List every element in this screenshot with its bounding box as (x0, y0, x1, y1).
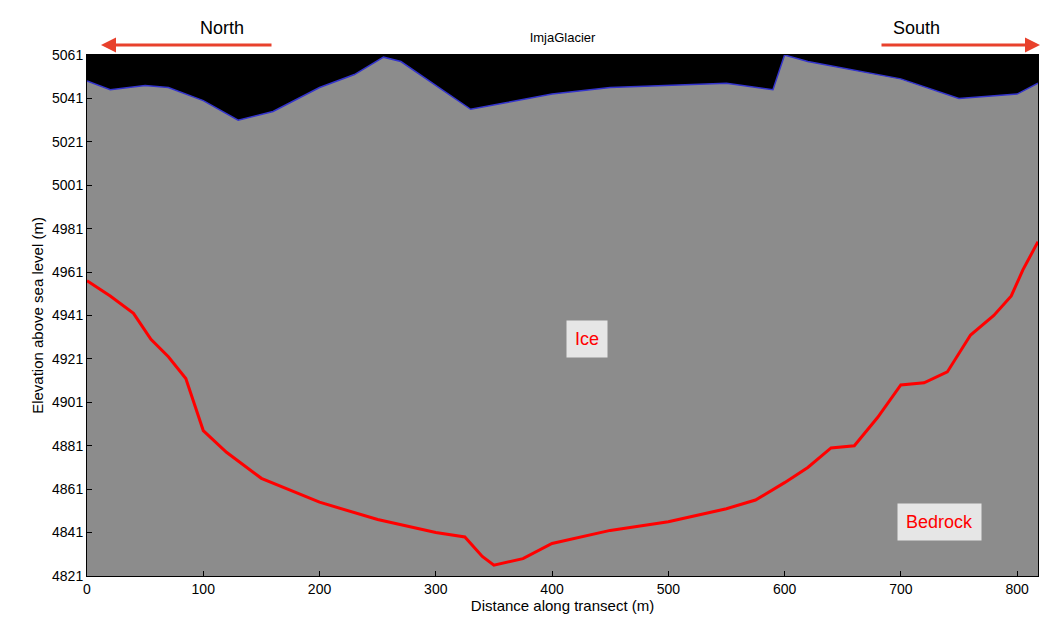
svg-text:700: 700 (889, 581, 913, 597)
svg-text:4901: 4901 (52, 394, 83, 410)
svg-text:4981: 4981 (52, 221, 83, 237)
svg-text:4921: 4921 (52, 351, 83, 367)
svg-text:5001: 5001 (52, 177, 83, 193)
svg-text:ImjaGlacier: ImjaGlacier (530, 30, 596, 45)
svg-text:4941: 4941 (52, 307, 83, 323)
svg-text:200: 200 (308, 581, 332, 597)
svg-text:5021: 5021 (52, 134, 83, 150)
svg-text:100: 100 (192, 581, 216, 597)
svg-text:500: 500 (657, 581, 681, 597)
svg-text:Elevation above sea level (m): Elevation above sea level (m) (29, 217, 46, 414)
svg-text:4881: 4881 (52, 438, 83, 454)
svg-text:Ice: Ice (575, 329, 599, 349)
svg-text:300: 300 (424, 581, 448, 597)
svg-text:4841: 4841 (52, 524, 83, 540)
svg-text:800: 800 (1005, 581, 1029, 597)
svg-text:Distance along transect (m): Distance along transect (m) (471, 597, 654, 614)
svg-text:Bedrock: Bedrock (906, 512, 973, 532)
svg-text:4861: 4861 (52, 481, 83, 497)
svg-text:0: 0 (83, 581, 91, 597)
svg-text:400: 400 (540, 581, 564, 597)
svg-text:South: South (893, 18, 940, 38)
svg-text:5041: 5041 (52, 90, 83, 106)
svg-text:5061: 5061 (52, 47, 83, 63)
svg-text:4961: 4961 (52, 264, 83, 280)
svg-text:North: North (200, 18, 244, 38)
svg-text:600: 600 (773, 581, 797, 597)
svg-text:4821: 4821 (52, 568, 83, 584)
